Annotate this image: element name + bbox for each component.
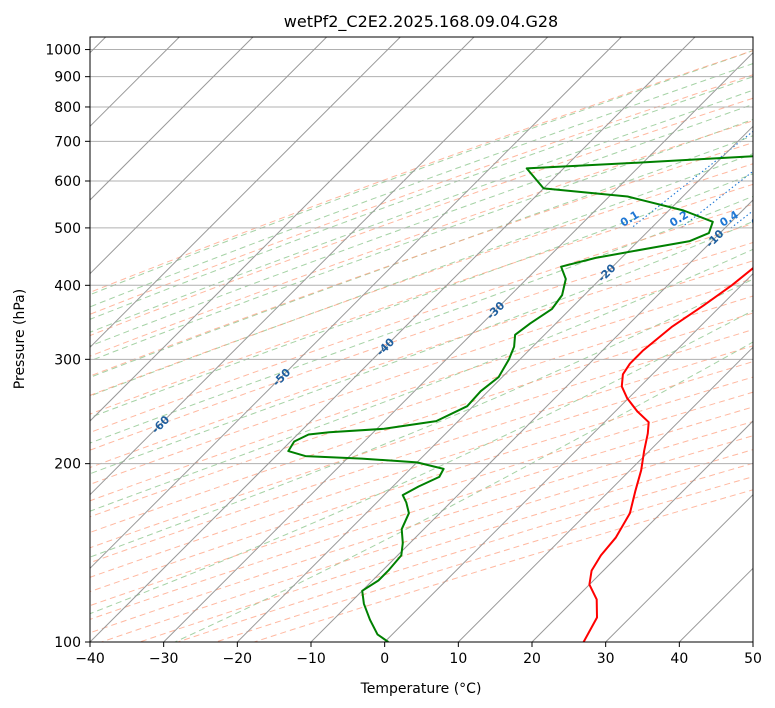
dry-adiabat <box>90 120 753 357</box>
dry-adiabat <box>90 97 753 337</box>
y-axis-ticks: 100 200 300 400 500 600 700 800 900 1000 <box>45 43 90 651</box>
y-axis-label: Pressure (hPa) <box>12 289 28 389</box>
y-tick-label: 200 <box>54 457 81 473</box>
moist-adiabat <box>90 76 753 320</box>
isotherm-line <box>90 37 254 201</box>
isobar-gridlines <box>90 49 753 642</box>
moist-adiabat <box>90 63 753 308</box>
dry-adiabat <box>90 391 753 607</box>
isotherm-line <box>384 272 753 642</box>
moist-adiabat <box>90 118 753 362</box>
y-tick-label: 400 <box>54 278 81 294</box>
y-tick-label: 900 <box>54 70 81 86</box>
y-tick-label: 600 <box>54 174 81 190</box>
moist-adiabat <box>90 50 753 296</box>
dry-adiabat <box>90 260 753 485</box>
y-tick-label: 700 <box>54 134 81 150</box>
x-tick-label: 50 <box>744 651 762 667</box>
plot-frame <box>89 36 754 643</box>
x-tick-label: −40 <box>75 651 105 667</box>
x-tick-label: 10 <box>449 651 467 667</box>
temperature-profile <box>582 266 753 642</box>
mixing-ratio-label: 0.6 <box>749 208 773 230</box>
x-tick-label: −30 <box>149 651 179 667</box>
moist-adiabats <box>90 50 753 642</box>
isotherm-line <box>90 37 328 275</box>
isotherm-line <box>90 37 696 642</box>
chart-title: wetPf2_C2E2.2025.168.09.04.G28 <box>284 12 558 32</box>
x-tick-label: 40 <box>670 651 688 667</box>
mixing-ratio-line <box>680 170 753 229</box>
dewpoint-profile <box>287 155 753 642</box>
x-tick-label: 20 <box>523 651 541 667</box>
mixing-ratio-lines <box>631 130 753 229</box>
dry-adiabat <box>90 203 753 433</box>
y-tick-label: 500 <box>54 221 81 237</box>
isotherm-line <box>457 346 753 642</box>
sounding-profiles <box>287 155 753 642</box>
x-axis-label: Temperature (°C) <box>360 681 482 697</box>
isotherm-line <box>236 125 753 642</box>
isotherm-line <box>531 420 753 642</box>
isotherm-line <box>90 37 401 349</box>
x-tick-label: 30 <box>597 651 615 667</box>
dry-adiabat <box>90 295 753 518</box>
isotherm-line <box>90 37 475 422</box>
isotherm-line <box>310 199 753 642</box>
moist-adiabat <box>90 153 753 397</box>
x-tick-label: −20 <box>223 651 253 667</box>
x-tick-label: −10 <box>296 651 326 667</box>
moist-adiabat <box>90 89 753 333</box>
y-tick-label: 800 <box>54 100 81 116</box>
x-tick-label: 0 <box>380 651 389 667</box>
x-axis-ticks: −40 −30 −20 −10 0 10 20 30 40 50 <box>75 642 762 667</box>
isotherm-line <box>605 493 753 642</box>
moist-adiabat <box>90 195 753 444</box>
y-tick-label: 300 <box>54 352 81 368</box>
isotherm-line <box>90 37 622 570</box>
dry-adiabat <box>90 223 753 451</box>
y-tick-label: 100 <box>54 635 81 651</box>
dry-adiabat <box>90 50 753 293</box>
moist-adiabat <box>90 278 753 558</box>
isotherm-line <box>163 51 753 642</box>
dry-adiabat <box>90 345 753 564</box>
moist-adiabat <box>90 173 753 419</box>
isotherm-line <box>90 37 549 496</box>
y-tick-label: 1000 <box>45 43 81 59</box>
isotherm-gridlines <box>90 37 753 642</box>
dry-adiabat <box>90 74 753 315</box>
dry-adiabat <box>90 376 753 593</box>
